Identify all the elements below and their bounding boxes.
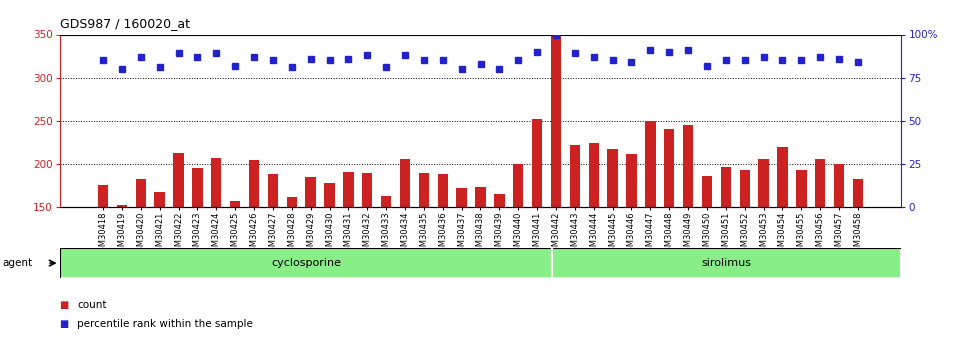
Bar	[362, 172, 373, 336]
Bar	[721, 167, 731, 336]
Bar	[607, 149, 618, 336]
Text: ■: ■	[60, 319, 72, 329]
Text: count: count	[77, 300, 107, 310]
Text: GDS987 / 160020_at: GDS987 / 160020_at	[60, 17, 189, 30]
Bar	[664, 129, 675, 336]
Bar	[268, 174, 278, 336]
Bar	[249, 159, 259, 336]
Text: cyclosporine: cyclosporine	[271, 258, 341, 268]
Bar	[553, 248, 901, 278]
Bar	[834, 164, 845, 336]
Text: sirolimus: sirolimus	[702, 258, 752, 268]
Bar	[777, 147, 788, 336]
Bar	[173, 152, 184, 336]
Text: ■: ■	[60, 300, 72, 310]
Bar	[286, 197, 297, 336]
Bar	[702, 176, 712, 336]
Bar	[683, 125, 693, 336]
Text: percentile rank within the sample: percentile rank within the sample	[77, 319, 253, 329]
Bar	[437, 174, 448, 336]
Bar	[60, 248, 553, 278]
Bar	[570, 145, 580, 336]
Bar	[815, 159, 825, 336]
Bar	[116, 205, 127, 336]
Bar	[211, 158, 221, 336]
Bar	[627, 154, 637, 336]
Bar	[324, 183, 334, 336]
Bar	[852, 179, 863, 336]
Bar	[513, 164, 524, 336]
Bar	[758, 159, 769, 336]
Text: agent: agent	[2, 258, 32, 268]
Bar	[494, 194, 505, 336]
Bar	[419, 173, 429, 336]
Bar	[400, 159, 410, 336]
Bar	[192, 168, 203, 336]
Bar	[306, 177, 316, 336]
Bar	[476, 187, 485, 336]
Bar	[343, 171, 354, 336]
Bar	[740, 170, 750, 336]
Bar	[155, 193, 165, 336]
Bar	[456, 188, 467, 336]
Bar	[588, 143, 599, 336]
Bar	[645, 121, 655, 336]
Bar	[796, 170, 806, 336]
Bar	[551, 36, 561, 336]
Bar	[381, 196, 391, 336]
Bar	[98, 186, 109, 336]
Bar	[136, 179, 146, 336]
Bar	[532, 119, 542, 336]
Bar	[230, 201, 240, 336]
